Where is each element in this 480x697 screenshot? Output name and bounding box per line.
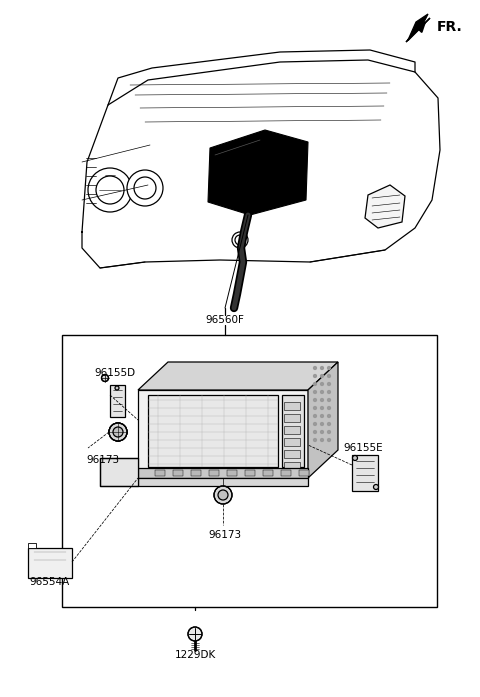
Polygon shape [308,362,338,478]
Circle shape [313,374,316,378]
Circle shape [321,383,324,385]
Circle shape [101,374,108,381]
Bar [284,462,300,470]
Polygon shape [365,185,405,228]
Circle shape [321,367,324,369]
Circle shape [313,406,316,410]
Circle shape [313,390,316,394]
Circle shape [321,390,324,394]
Circle shape [235,235,245,245]
Bar [155,470,165,476]
Bar [281,470,291,476]
Bar [62,335,437,607]
Circle shape [313,431,316,434]
Bar [209,470,219,476]
Polygon shape [208,130,308,215]
Circle shape [327,399,331,401]
Bar [263,470,273,476]
Circle shape [109,423,127,441]
Bar [28,548,72,578]
Circle shape [313,367,316,369]
Polygon shape [138,362,338,390]
Circle shape [327,374,331,378]
Circle shape [352,456,358,461]
Circle shape [321,374,324,378]
Bar [245,470,255,476]
Circle shape [321,399,324,401]
Circle shape [321,431,324,434]
Text: 96554A: 96554A [30,577,70,587]
Circle shape [214,486,232,504]
Bar [284,426,300,434]
Circle shape [313,415,316,418]
Circle shape [313,399,316,401]
Text: 96155D: 96155D [95,368,135,378]
Circle shape [113,427,123,437]
Text: 96560F: 96560F [205,315,244,325]
Polygon shape [138,468,308,478]
Circle shape [327,367,331,369]
Bar [284,402,300,410]
Circle shape [327,390,331,394]
Circle shape [109,423,127,441]
Circle shape [313,422,316,425]
Circle shape [232,232,248,248]
Polygon shape [138,390,308,478]
Circle shape [127,170,163,206]
Bar [299,470,309,476]
Circle shape [96,176,124,204]
Polygon shape [138,478,308,486]
Circle shape [313,383,316,385]
Circle shape [373,484,379,489]
Circle shape [327,431,331,434]
Bar [284,450,300,458]
Bar [282,395,304,467]
Polygon shape [100,458,138,486]
Bar [148,395,278,467]
Bar [191,470,201,476]
Circle shape [188,627,202,641]
Circle shape [88,168,132,212]
Circle shape [321,415,324,418]
Text: 96173: 96173 [86,455,120,465]
Circle shape [327,438,331,441]
Bar [173,470,183,476]
Circle shape [134,177,156,199]
Text: 96155E: 96155E [343,443,383,453]
Text: 1229DK: 1229DK [174,650,216,660]
Bar [284,414,300,422]
Circle shape [327,406,331,410]
Bar [227,470,237,476]
Circle shape [327,415,331,418]
Circle shape [327,383,331,385]
Circle shape [218,490,228,500]
Bar [110,385,125,417]
Circle shape [321,406,324,410]
Circle shape [321,422,324,425]
Circle shape [313,438,316,441]
Polygon shape [406,14,430,42]
Text: FR.: FR. [437,20,463,34]
Circle shape [115,386,119,390]
Circle shape [321,438,324,441]
Polygon shape [28,543,36,548]
Bar [352,455,378,491]
Bar [284,438,300,446]
Text: 96173: 96173 [208,530,241,540]
Circle shape [327,422,331,425]
Circle shape [113,427,123,437]
